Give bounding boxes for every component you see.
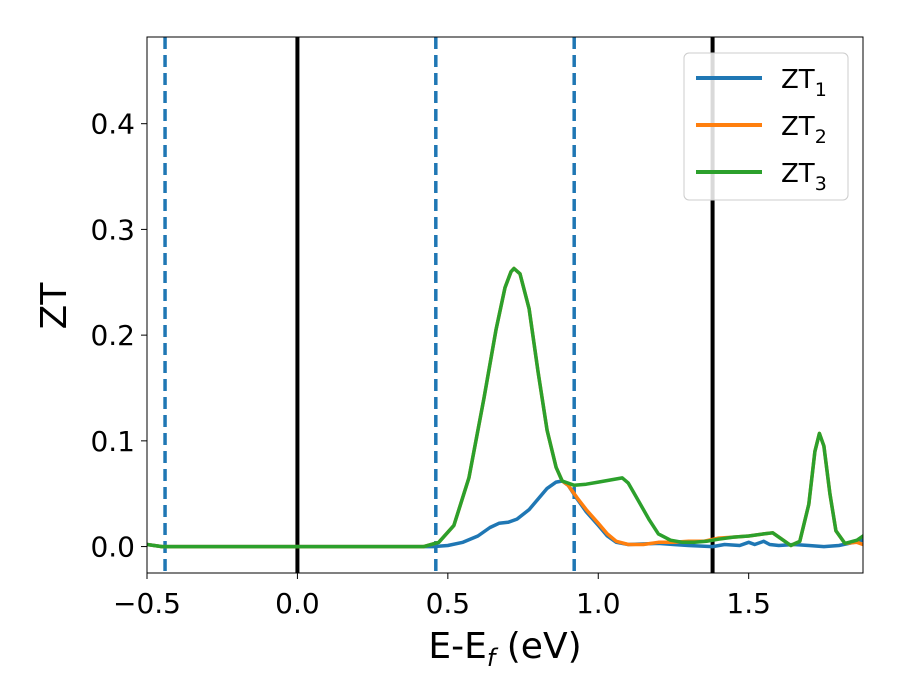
- legend-label-name: ZT: [781, 65, 815, 95]
- legend-label-name: ZT: [781, 112, 815, 142]
- x-tick-label: 1.0: [576, 587, 621, 620]
- x-axis-title-unit: (eV): [495, 626, 581, 667]
- y-axis-title: ZT: [34, 282, 75, 330]
- x-tick-label: 0.5: [426, 587, 471, 620]
- legend-label-subscript: 3: [815, 173, 827, 195]
- series-line-zt2: [147, 266, 863, 549]
- x-axis-title: E-Ef (eV): [428, 626, 581, 672]
- x-tick-label: 1.5: [726, 587, 771, 620]
- legend-label-zt1: ZT1: [781, 65, 827, 101]
- legend-label-name: ZT: [781, 159, 815, 189]
- x-tick-label: 0.0: [275, 587, 320, 620]
- legend-label-zt3: ZT3: [781, 159, 827, 195]
- y-tick-label: 0.0: [90, 531, 135, 564]
- y-tick-label: 0.4: [90, 108, 135, 141]
- plot-frame: [146, 36, 864, 574]
- y-tick-label: 0.1: [90, 425, 135, 458]
- y-tick-label: 0.2: [90, 319, 135, 352]
- series-line-zt3: [147, 266, 863, 549]
- legend-label-subscript: 1: [815, 79, 827, 101]
- x-axis-title-main: E-E: [428, 626, 486, 667]
- legend-label-zt2: ZT2: [781, 112, 827, 148]
- y-tick-label: 0.3: [90, 213, 135, 246]
- legend-box: [683, 52, 849, 201]
- x-tick-label: −0.5: [113, 587, 181, 620]
- legend-label-subscript: 2: [815, 126, 827, 148]
